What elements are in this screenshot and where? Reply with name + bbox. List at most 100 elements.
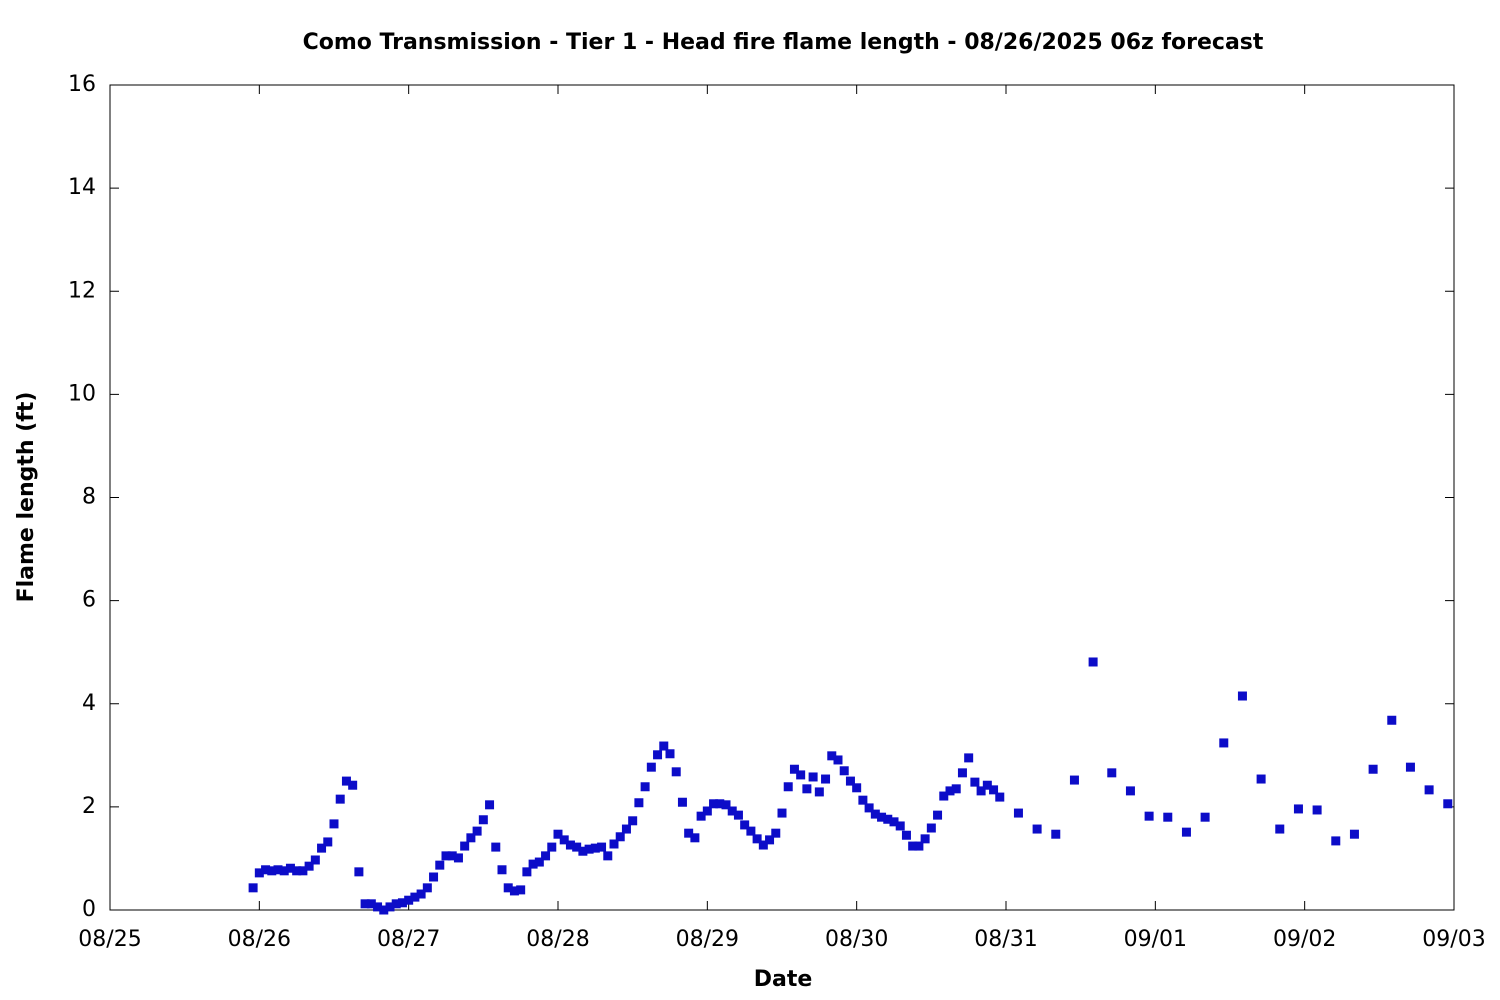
- data-point: [733, 810, 743, 820]
- data-point: [640, 782, 650, 792]
- data-point: [957, 768, 967, 778]
- y-tick-label: 14: [68, 175, 96, 200]
- data-point: [1088, 657, 1098, 667]
- data-point: [901, 830, 911, 840]
- data-point: [435, 860, 445, 870]
- data-point: [422, 883, 432, 893]
- data-point: [758, 840, 768, 850]
- data-point: [1312, 805, 1322, 815]
- x-tick-label: 09/01: [1124, 927, 1187, 952]
- data-point: [491, 842, 501, 852]
- data-point: [908, 841, 918, 851]
- data-point: [304, 861, 314, 871]
- data-point: [653, 750, 663, 760]
- data-point: [1125, 786, 1135, 796]
- x-tick-label: 08/30: [825, 927, 888, 952]
- data-point: [391, 899, 401, 909]
- data-point: [752, 834, 762, 844]
- data-point: [335, 794, 345, 804]
- data-point: [970, 777, 980, 787]
- data-point: [796, 770, 806, 780]
- data-point: [1144, 811, 1154, 821]
- data-point: [1200, 812, 1210, 822]
- data-point: [702, 806, 712, 816]
- data-point: [348, 780, 358, 790]
- data-point: [982, 780, 992, 790]
- data-point: [273, 865, 283, 875]
- chart-title: Como Transmission - Tier 1 - Head fire f…: [303, 30, 1264, 55]
- x-axis-label: Date: [754, 967, 813, 992]
- data-point: [696, 811, 706, 821]
- data-point: [858, 795, 868, 805]
- data-point: [920, 834, 930, 844]
- data-point: [995, 792, 1005, 802]
- data-point: [789, 764, 799, 774]
- data-point: [534, 857, 544, 867]
- data-point: [516, 885, 526, 895]
- data-point: [285, 863, 295, 873]
- data-point: [1424, 785, 1434, 795]
- data-point: [777, 808, 787, 818]
- x-tick-label: 09/02: [1273, 927, 1336, 952]
- data-point: [715, 799, 725, 809]
- data-point: [833, 755, 843, 765]
- data-point: [1405, 762, 1415, 772]
- data-point: [765, 835, 775, 845]
- data-point: [1293, 804, 1303, 814]
- x-tick-label: 08/28: [526, 927, 589, 952]
- data-point: [1387, 715, 1397, 725]
- data-point: [1163, 812, 1173, 822]
- data-point: [522, 867, 532, 877]
- data-point: [989, 785, 999, 795]
- data-point: [740, 820, 750, 830]
- y-tick-label: 10: [68, 381, 96, 406]
- data-point: [317, 843, 327, 853]
- data-point: [603, 851, 613, 861]
- data-point: [1275, 824, 1285, 834]
- data-point: [727, 806, 737, 816]
- data-point: [323, 837, 333, 847]
- data-point: [845, 776, 855, 786]
- data-point: [460, 841, 470, 851]
- data-point: [1443, 799, 1453, 809]
- x-tick-label: 08/26: [228, 927, 291, 952]
- data-point: [827, 751, 837, 761]
- data-point: [634, 798, 644, 808]
- data-point: [453, 853, 463, 863]
- data-point: [659, 741, 669, 751]
- data-point: [541, 851, 551, 861]
- data-point: [877, 812, 887, 822]
- data-point: [783, 782, 793, 792]
- data-point: [597, 842, 607, 852]
- data-point: [839, 766, 849, 776]
- data-point: [379, 905, 389, 915]
- data-point: [864, 803, 874, 813]
- data-point: [547, 842, 557, 852]
- data-point: [1219, 738, 1229, 748]
- y-tick-label: 4: [82, 691, 96, 716]
- data-point: [366, 899, 376, 909]
- data-point: [509, 886, 519, 896]
- data-point: [292, 866, 302, 876]
- y-tick-label: 0: [82, 897, 96, 922]
- plot-frame: [109, 84, 1455, 911]
- data-point: [870, 809, 880, 819]
- data-point: [553, 829, 563, 839]
- data-point: [254, 868, 264, 878]
- data-point: [404, 895, 414, 905]
- data-point: [914, 841, 924, 851]
- data-point: [684, 828, 694, 838]
- data-point: [1256, 774, 1266, 784]
- x-tick-label: 08/25: [78, 927, 141, 952]
- y-tick-label: 2: [82, 794, 96, 819]
- data-point: [677, 797, 687, 807]
- data-point: [771, 828, 781, 838]
- data-point: [671, 767, 681, 777]
- data-point: [565, 840, 575, 850]
- data-point: [821, 774, 831, 784]
- data-point: [665, 749, 675, 759]
- data-point: [373, 902, 383, 912]
- data-point: [429, 872, 439, 882]
- data-point: [572, 842, 582, 852]
